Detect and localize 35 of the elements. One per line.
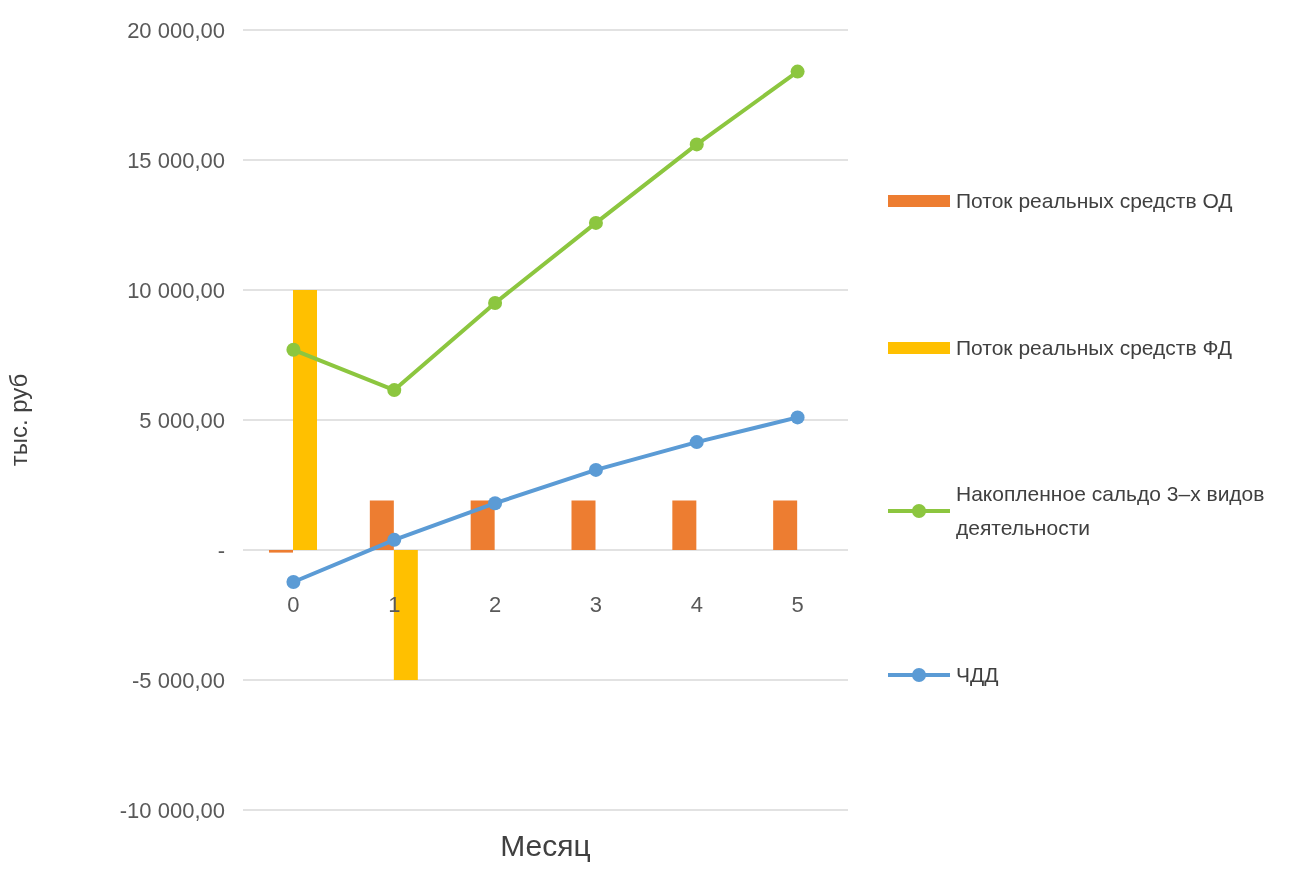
point: [387, 383, 402, 398]
legend-label: Поток реальных средств ФД: [956, 334, 1232, 361]
bar: [672, 500, 697, 550]
legend-label: Поток реальных средств ОД: [956, 188, 1233, 215]
y-tick-label: -5 000,00: [132, 667, 225, 693]
point: [689, 137, 704, 152]
point: [689, 435, 704, 450]
bar: [293, 290, 317, 550]
y-tick-label: -: [217, 537, 225, 563]
legend-label: ЧДД: [956, 661, 999, 688]
point: [588, 215, 603, 230]
point: [286, 342, 301, 357]
point: [286, 574, 301, 589]
bar: [269, 550, 293, 553]
y-tick-label: 20 000,00: [127, 17, 225, 43]
point: [387, 532, 402, 547]
y-tick-label: -10 000,00: [119, 797, 225, 823]
legend-label: Накопленное сальдо 3–х видов деятельности: [956, 481, 1266, 542]
x-tick-label: 0: [287, 592, 300, 617]
point: [488, 296, 503, 310]
x-tick-label: 2: [488, 592, 502, 617]
point: [790, 410, 805, 425]
point: [588, 462, 603, 477]
bar: [773, 500, 798, 550]
y-tick-label: 5 000,00: [139, 407, 225, 433]
point: [488, 496, 503, 511]
x-tick-label: 5: [791, 592, 804, 617]
y-tick-label: 10 000,00: [127, 277, 225, 303]
x-tick-label: 4: [690, 592, 703, 617]
x-axis-title: Месяц: [500, 829, 591, 862]
x-tick-label: 3: [589, 592, 603, 617]
point: [790, 64, 805, 79]
bar: [571, 500, 596, 550]
y-axis-title: тыс. руб: [4, 373, 32, 467]
y-tick-label: 15 000,00: [127, 147, 225, 173]
